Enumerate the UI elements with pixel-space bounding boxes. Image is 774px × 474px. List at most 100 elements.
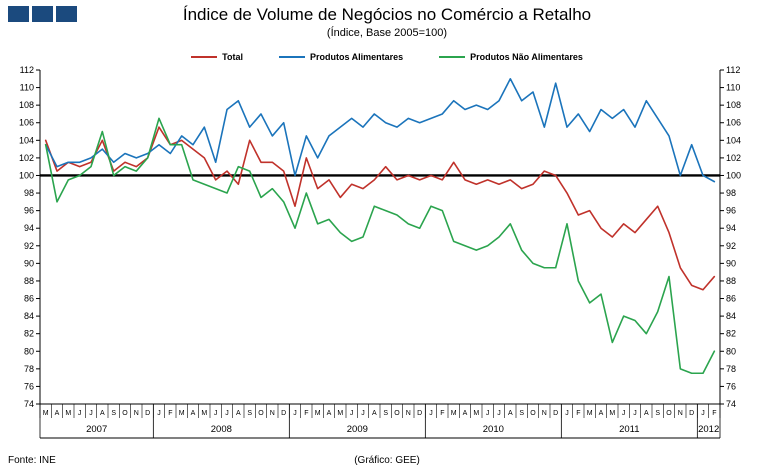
y-axis-label-right: 76 [726,381,736,391]
month-label: A [327,410,332,417]
y-axis-label-right: 80 [726,346,736,356]
y-axis-label-left: 108 [19,100,34,110]
y-axis-label-left: 112 [20,65,34,75]
y-axis-label-left: 90 [24,258,34,268]
y-axis-label-right: 86 [726,294,736,304]
logo-square-icon [32,6,53,22]
y-axis-label-left: 86 [24,294,34,304]
year-label: 2008 [211,424,232,435]
y-axis-label-right: 108 [726,100,741,110]
month-label: A [599,410,604,417]
series-line-total [44,126,716,291]
y-axis-label-right: 110 [726,83,740,93]
legend-item: Total [191,52,243,62]
series-line-produtos-não-alimentares [44,117,716,375]
y-axis-label-left: 92 [24,241,34,251]
y-axis-label-left: 84 [24,311,34,321]
year-label: 2012 [698,424,719,435]
y-axis-label-left: 88 [24,276,34,286]
month-label: J [293,410,297,417]
month-label: M [43,410,49,417]
month-label: M [179,410,185,417]
month-label: J [429,410,433,417]
y-axis-label-right: 78 [726,364,736,374]
y-axis-label-left: 76 [24,381,34,391]
month-label: M [473,410,479,417]
series-line-produtos-alimentares [44,77,716,183]
y-axis-label-right: 92 [726,241,736,251]
y-axis-label-left: 96 [24,206,34,216]
logo-square-icon [8,6,29,22]
month-label: J [622,410,626,417]
source-label: Fonte: INE [8,455,56,466]
credit-label: (Gráfico: GEE) [354,455,420,466]
chart-legend: Total Produtos Alimentares Produtos Não Al… [0,52,774,62]
month-label: F [304,410,308,417]
month-label: J [486,410,490,417]
y-axis-label-left: 74 [24,399,34,409]
month-label: M [451,410,457,417]
month-label: J [701,410,705,417]
month-label: J [214,410,218,417]
legend-item: Produtos Não Alimentares [439,52,583,62]
y-axis-label-right: 84 [726,311,736,321]
month-label: S [383,410,388,417]
y-axis-label-right: 98 [726,188,736,198]
y-axis-label-left: 82 [24,329,34,339]
month-label: A [236,410,241,417]
month-label: A [372,410,377,417]
legend-label: Produtos Não Alimentares [470,52,583,62]
y-axis-label-left: 102 [19,153,34,163]
legend-label: Total [222,52,243,62]
month-label: F [168,410,172,417]
month-label: A [508,410,513,417]
month-label: A [644,410,649,417]
year-label: 2009 [347,424,368,435]
month-label: O [122,410,128,417]
month-label: J [78,410,82,417]
month-label: A [100,410,105,417]
month-label: S [111,410,116,417]
month-label: M [337,410,343,417]
y-axis-label-right: 102 [726,153,741,163]
y-axis-label-left: 104 [19,135,34,145]
y-axis-label-right: 96 [726,206,736,216]
month-label: J [157,410,161,417]
y-axis-label-right: 106 [726,118,741,128]
y-axis-label-left: 80 [24,346,34,356]
y-axis-label-right: 112 [726,65,740,75]
month-label: O [530,410,536,417]
month-label: N [542,410,547,417]
month-label: J [565,410,569,417]
chart-footer: Fonte: INE (Gráfico: GEE) [0,455,774,471]
legend-label: Produtos Alimentares [309,52,404,62]
y-axis-label-left: 98 [24,188,34,198]
month-label: O [666,410,672,417]
legend-swatch [191,56,218,58]
month-label: N [678,410,683,417]
month-label: S [247,410,252,417]
legend-item: Produtos Alimentares [278,52,404,62]
logo [8,6,77,22]
y-axis-label-right: 90 [726,258,736,268]
month-label: M [609,410,615,417]
chart-subtitle: (Índice, Base 2005=100) [326,27,448,39]
month-label: J [497,410,501,417]
y-axis-label-left: 110 [20,83,34,93]
y-axis-label-left: 78 [24,364,34,374]
month-label: A [463,410,468,417]
month-label: D [281,410,286,417]
year-label: 2011 [619,424,639,435]
month-label: M [65,410,71,417]
month-label: N [406,410,411,417]
month-label: A [191,410,196,417]
y-axis-label-right: 88 [726,276,736,286]
month-label: O [258,410,264,417]
y-axis-label-left: 106 [19,118,34,128]
chart-title: Índice de Volume de Negócios no Comércio… [182,5,592,24]
month-label: D [145,410,150,417]
month-label: M [201,410,207,417]
y-axis-label-right: 94 [726,223,736,233]
y-axis-label-left: 100 [19,170,34,180]
